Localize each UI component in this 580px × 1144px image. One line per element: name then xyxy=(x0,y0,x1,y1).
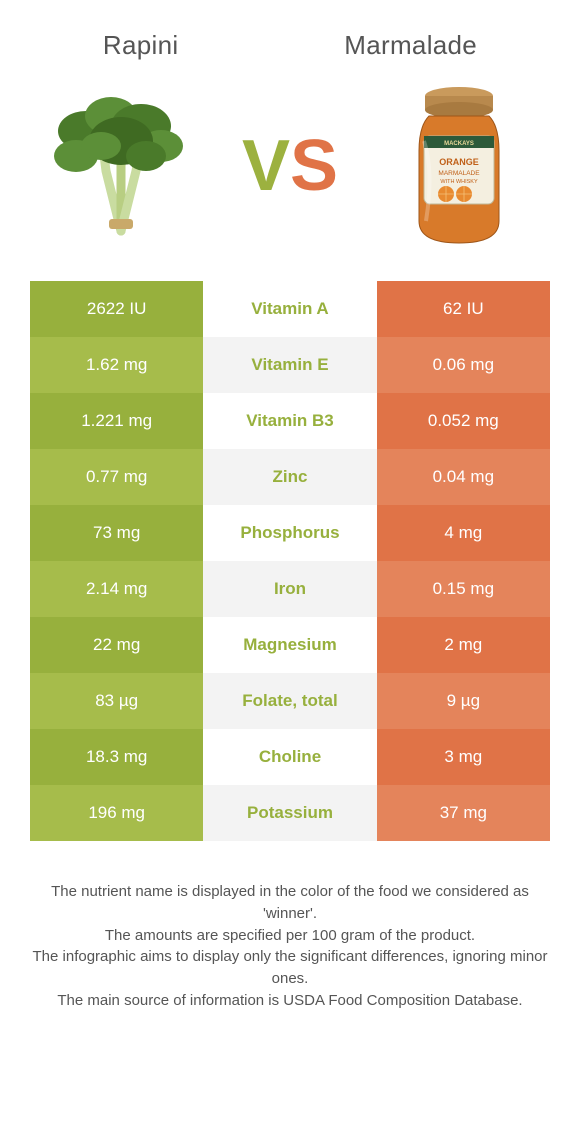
right-value: 0.052 mg xyxy=(377,393,550,449)
footer-notes: The nutrient name is displayed in the co… xyxy=(0,841,580,1052)
table-row: 1.62 mgVitamin E0.06 mg xyxy=(30,337,550,393)
header-right-title: Marmalade xyxy=(344,30,477,61)
vs-s: S xyxy=(290,125,338,207)
nutrient-name: Choline xyxy=(203,729,376,785)
nutrient-name: Vitamin A xyxy=(203,281,376,337)
right-value: 2 mg xyxy=(377,617,550,673)
nutrient-name: Zinc xyxy=(203,449,376,505)
note-line: The amounts are specified per 100 gram o… xyxy=(30,925,550,947)
table-row: 1.221 mgVitamin B30.052 mg xyxy=(30,393,550,449)
table-row: 2.14 mgIron0.15 mg xyxy=(30,561,550,617)
table-row: 2622 IUVitamin A62 IU xyxy=(30,281,550,337)
header-row: Rapini Marmalade xyxy=(0,0,580,71)
right-value: 4 mg xyxy=(377,505,550,561)
note-line: The infographic aims to display only the… xyxy=(30,946,550,990)
right-value: 9 µg xyxy=(377,673,550,729)
table-row: 196 mgPotassium37 mg xyxy=(30,785,550,841)
marmalade-icon: MACKAYS ORANGE MARMALADE WITH WHISKY xyxy=(379,81,539,251)
left-value: 0.77 mg xyxy=(30,449,203,505)
left-value: 1.62 mg xyxy=(30,337,203,393)
right-value: 0.15 mg xyxy=(377,561,550,617)
table-row: 83 µgFolate, total9 µg xyxy=(30,673,550,729)
right-value: 3 mg xyxy=(377,729,550,785)
comparison-table: 2622 IUVitamin A62 IU1.62 mgVitamin E0.0… xyxy=(0,281,580,841)
nutrient-name: Magnesium xyxy=(203,617,376,673)
left-value: 83 µg xyxy=(30,673,203,729)
nutrient-name: Folate, total xyxy=(203,673,376,729)
left-value: 73 mg xyxy=(30,505,203,561)
svg-text:ORANGE: ORANGE xyxy=(440,157,480,167)
table-row: 73 mgPhosphorus4 mg xyxy=(30,505,550,561)
rapini-icon xyxy=(41,91,201,241)
right-value: 0.04 mg xyxy=(377,449,550,505)
header-left-title: Rapini xyxy=(103,30,179,61)
vs-v: V xyxy=(242,125,290,207)
nutrient-name: Iron xyxy=(203,561,376,617)
table-row: 18.3 mgCholine3 mg xyxy=(30,729,550,785)
svg-text:WITH WHISKY: WITH WHISKY xyxy=(441,179,479,185)
hero-row: VS MACKAYS ORANGE MARMALADE WITH WHISKY xyxy=(0,71,580,281)
note-line: The main source of information is USDA F… xyxy=(30,990,550,1012)
left-value: 2.14 mg xyxy=(30,561,203,617)
left-value: 2622 IU xyxy=(30,281,203,337)
left-value: 1.221 mg xyxy=(30,393,203,449)
nutrient-name: Vitamin E xyxy=(203,337,376,393)
vs-label: VS xyxy=(242,125,338,207)
right-value: 62 IU xyxy=(377,281,550,337)
left-value: 196 mg xyxy=(30,785,203,841)
nutrient-name: Vitamin B3 xyxy=(203,393,376,449)
svg-text:MACKAYS: MACKAYS xyxy=(444,141,474,147)
table-row: 22 mgMagnesium2 mg xyxy=(30,617,550,673)
note-line: The nutrient name is displayed in the co… xyxy=(30,881,550,925)
svg-text:MARMALADE: MARMALADE xyxy=(439,170,481,177)
left-value: 22 mg xyxy=(30,617,203,673)
right-value: 0.06 mg xyxy=(377,337,550,393)
left-value: 18.3 mg xyxy=(30,729,203,785)
nutrient-name: Potassium xyxy=(203,785,376,841)
right-value: 37 mg xyxy=(377,785,550,841)
nutrient-name: Phosphorus xyxy=(203,505,376,561)
table-row: 0.77 mgZinc0.04 mg xyxy=(30,449,550,505)
